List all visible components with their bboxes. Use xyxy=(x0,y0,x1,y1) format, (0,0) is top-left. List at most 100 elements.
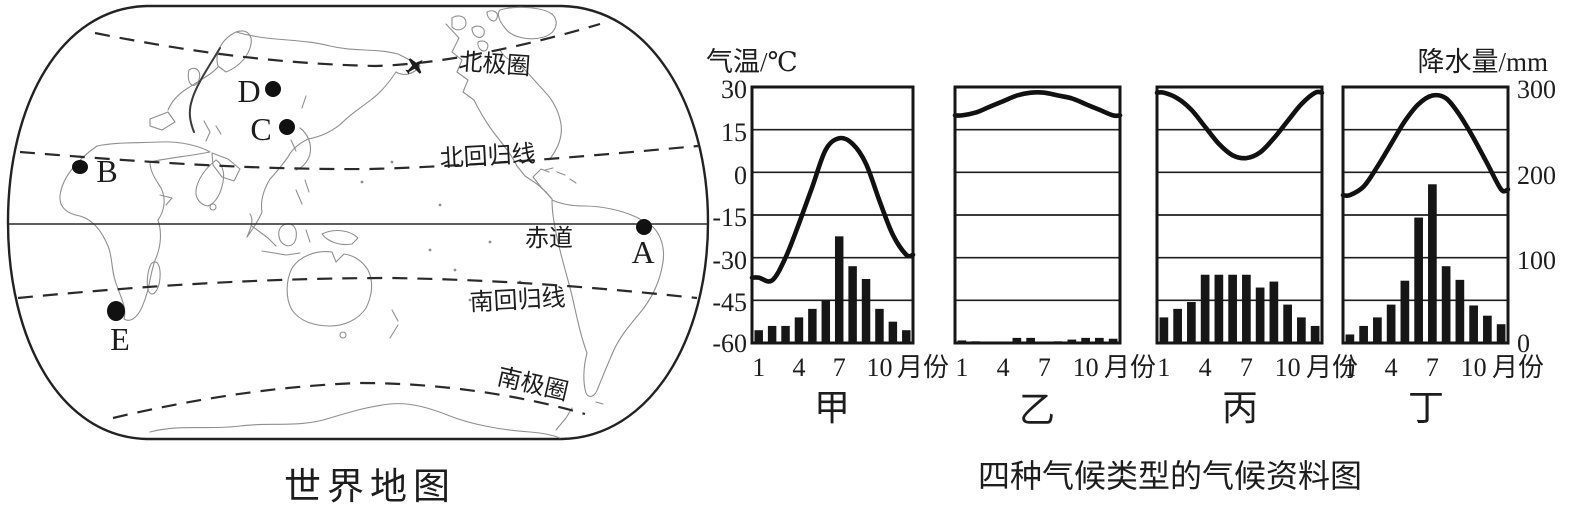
chart-name-yi: 乙 xyxy=(1019,390,1055,430)
point-C-label: C xyxy=(250,111,271,147)
precip-bar xyxy=(1283,304,1292,343)
precip-bar xyxy=(1269,281,1279,343)
map-caption: 世界地图 xyxy=(284,467,456,508)
precip-bar xyxy=(1108,338,1118,343)
point-B: B xyxy=(72,153,118,189)
chart-name-ding: 丁 xyxy=(1408,388,1444,428)
temperature-curve xyxy=(1154,89,1325,161)
month-tick-label: 4 xyxy=(1385,353,1398,382)
arctic-circle-line xyxy=(94,22,601,68)
month-tick-label: 1 xyxy=(1157,353,1170,382)
precip-bar xyxy=(875,308,884,343)
temp-tick: 0 xyxy=(734,161,747,190)
month-tick-label: 10 xyxy=(1461,353,1487,382)
precip-bar xyxy=(1455,279,1465,343)
tropic-of-capricorn-label: 南回归线 xyxy=(469,285,566,317)
precip-bar xyxy=(1255,287,1265,343)
month-tick-label: 1 xyxy=(1343,353,1356,382)
precip-bar xyxy=(1345,334,1355,343)
point-A: A xyxy=(631,219,655,270)
precip-tick: 200 xyxy=(1517,161,1556,190)
chart-frame xyxy=(750,85,915,345)
precip-bar xyxy=(821,300,831,343)
month-tick-label: 10 xyxy=(1275,353,1301,382)
point-D: D xyxy=(237,73,281,109)
precip-bar xyxy=(1242,274,1251,343)
coastlines xyxy=(59,6,665,439)
antarctic-circle-label: 南极圈 xyxy=(495,363,571,406)
antarctic-circle-line xyxy=(112,381,586,420)
point-E-label: E xyxy=(110,321,130,357)
precip-bar xyxy=(1081,337,1090,343)
precip-bar xyxy=(1441,266,1451,343)
chart-name-jia: 甲 xyxy=(814,388,850,428)
month-tick-label: 1 xyxy=(752,353,765,382)
temp-axis-ticks: 30 15 0 -15 -30 -45 -60 xyxy=(712,75,747,358)
temp-tick: -45 xyxy=(712,288,747,317)
precip-bar xyxy=(1012,337,1022,343)
month-tick-label: 1 xyxy=(955,353,968,382)
climograph-甲: 1 4 7 10 月份 xyxy=(749,85,949,382)
precip-bar xyxy=(1026,337,1035,343)
month-tick-label: 10 xyxy=(1073,353,1099,382)
precip-bar xyxy=(1414,217,1423,343)
month-tick-label: 10 xyxy=(866,353,892,382)
precip-bar xyxy=(1228,274,1237,343)
climograph-丙: 1 4 7 10 月份 xyxy=(1154,85,1358,382)
precip-bar xyxy=(1173,308,1182,343)
precip-bar xyxy=(1214,274,1224,343)
chart-frame xyxy=(1155,85,1324,345)
precip-bar xyxy=(834,236,844,343)
point-C: C xyxy=(250,111,295,147)
latitude-lines xyxy=(8,22,708,420)
airplane-icon xyxy=(405,58,423,75)
tropic-of-cancer-label: 北回归线 xyxy=(439,141,536,173)
precip-bar xyxy=(861,279,871,343)
point-B-label: B xyxy=(96,153,117,189)
precip-bar xyxy=(1067,339,1077,343)
chart-frame xyxy=(1341,85,1510,345)
precip-bar xyxy=(1095,337,1104,343)
month-tick-label: 7 xyxy=(833,353,846,382)
chart-plots: 1 4 7 10 月份 1 4 7 10 月份 1 4 7 10 月份1 4 7 10 月份 xyxy=(749,85,1544,382)
precip-bar xyxy=(1310,325,1320,343)
month-tick-label: 7 xyxy=(1240,353,1253,382)
precip-bar xyxy=(848,266,857,343)
precip-bar xyxy=(1187,302,1196,343)
point-A-label: A xyxy=(631,234,654,270)
climograph-丁: 1 4 7 10 月份 xyxy=(1340,85,1544,382)
month-tick-label: 4 xyxy=(1199,353,1212,382)
precip-bar xyxy=(1359,325,1368,343)
temp-tick: 15 xyxy=(721,118,747,147)
precip-tick: 0 xyxy=(1517,329,1530,358)
precip-tick: 100 xyxy=(1517,246,1556,275)
precip-bar xyxy=(1400,280,1410,343)
precip-bar xyxy=(754,330,763,343)
world-map: 北极圈 北回归线 赤道 南回归线 南极圈 A B C D xyxy=(6,4,710,508)
temp-axis-title: 气温/℃ xyxy=(706,47,798,77)
precip-bar xyxy=(767,325,777,343)
precip-bar xyxy=(1200,274,1210,343)
point-E: E xyxy=(107,301,130,357)
temp-tick: 30 xyxy=(721,75,747,104)
precip-bar xyxy=(794,317,804,343)
temp-tick: -60 xyxy=(712,329,747,358)
month-axis-unit: 月份 xyxy=(1104,353,1156,382)
precip-bar xyxy=(1469,305,1478,343)
temperature-curve xyxy=(1340,92,1511,199)
precip-bar xyxy=(808,308,817,343)
point-D-label: D xyxy=(237,73,260,109)
precip-bar xyxy=(888,321,898,343)
month-tick-label: 4 xyxy=(997,353,1010,382)
temp-tick: -15 xyxy=(712,203,747,232)
precip-axis-title: 降水量/mm xyxy=(1417,47,1548,77)
precip-bar xyxy=(781,325,790,343)
precip-bar xyxy=(1496,324,1506,343)
precip-bar xyxy=(1386,304,1396,343)
charts-caption: 四种气候类型的气候资料图 xyxy=(978,458,1362,494)
temperature-curve xyxy=(952,90,1123,119)
chart-frame xyxy=(953,85,1122,345)
precip-axis-ticks: 300 200 100 0 xyxy=(1517,75,1556,358)
